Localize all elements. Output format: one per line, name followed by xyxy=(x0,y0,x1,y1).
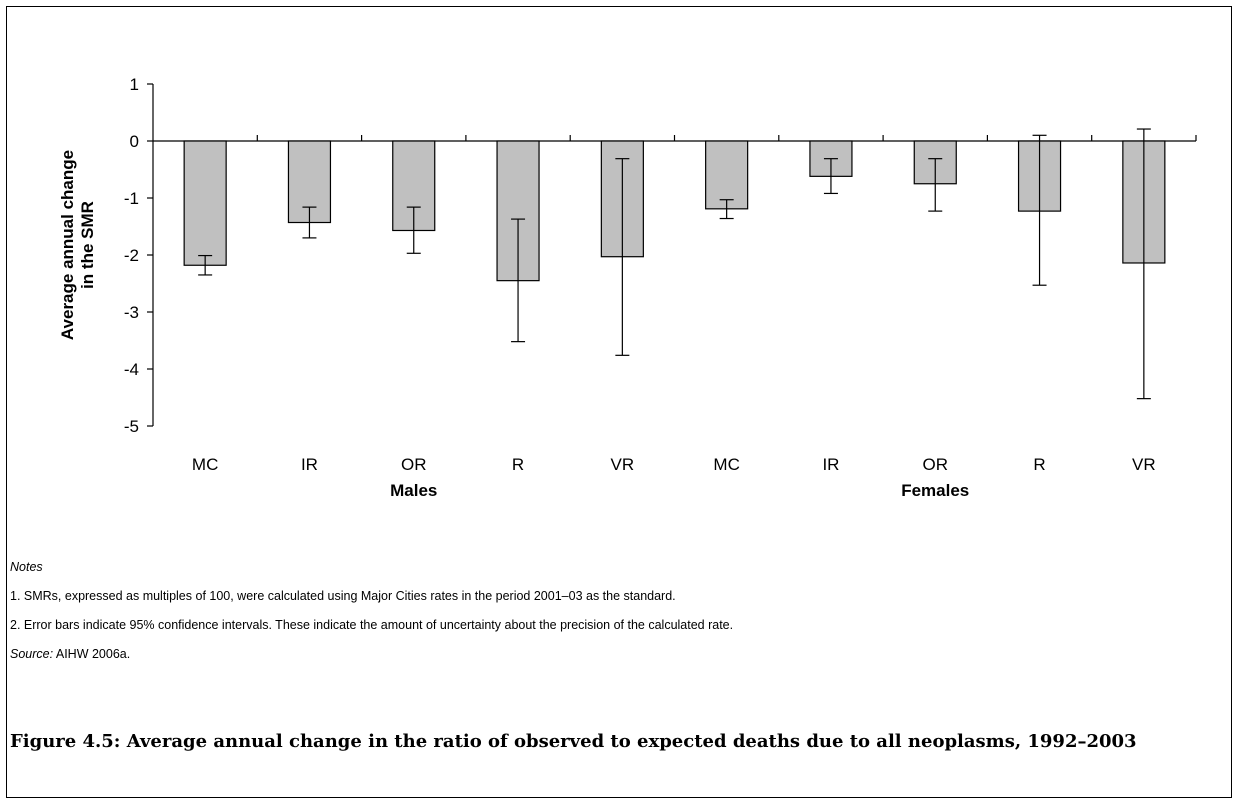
x-tick-label: OR xyxy=(923,455,949,474)
y-tick-label: -5 xyxy=(124,417,139,436)
y-tick-label: -1 xyxy=(124,189,139,208)
x-tick-label: IR xyxy=(822,455,839,474)
x-tick-label: MC xyxy=(713,455,739,474)
y-axis-title: Average annual change xyxy=(58,150,77,340)
note-2: 2. Error bars indicate 95% confidence in… xyxy=(10,618,734,632)
x-tick-label: VR xyxy=(611,455,635,474)
x-tick-label: VR xyxy=(1132,455,1156,474)
x-tick-label: R xyxy=(512,455,524,474)
source-line: Source: AIHW 2006a. xyxy=(10,647,1210,662)
y-tick-label: -3 xyxy=(124,303,139,322)
figure-caption: Figure 4.5: Average annual change in the… xyxy=(10,731,1137,752)
note-1: 1. SMRs, expressed as multiples of 100, … xyxy=(10,589,676,603)
source-label: Source: xyxy=(10,647,54,661)
x-tick-label: OR xyxy=(401,455,427,474)
figure-frame xyxy=(6,6,1232,798)
bar-chart: 1 0 -1 -2 -3 -4 -5 MC IR OR R VR MC IR OR R VR Males Femal… xyxy=(58,75,1197,500)
bar xyxy=(705,140,749,210)
y-tick-label: -2 xyxy=(124,246,139,265)
group-label: Males xyxy=(390,481,437,500)
y-tick-label: 0 xyxy=(130,132,139,151)
x-tick-label: MC xyxy=(192,455,218,474)
x-tick-label: IR xyxy=(301,455,318,474)
x-tick-label: R xyxy=(1033,455,1045,474)
bar xyxy=(183,140,227,266)
notes-block: Notes 1. SMRs, expressed as multiples of… xyxy=(10,560,1210,676)
notes-heading: Notes xyxy=(10,560,43,574)
source-text: AIHW 2006a. xyxy=(53,647,131,661)
y-tick-label: 1 xyxy=(130,75,139,94)
group-label: Females xyxy=(901,481,969,500)
y-tick-label: -4 xyxy=(124,360,139,379)
y-axis-title: in the SMR xyxy=(78,201,97,289)
